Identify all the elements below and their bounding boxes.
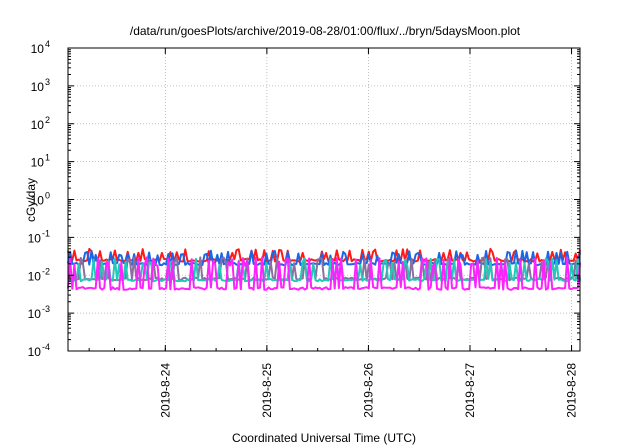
y-tick-label: 103 [31,77,50,94]
chart-title: /data/run/goesPlots/archive/2019-08-28/0… [130,24,521,38]
x-tick-label: 2019-8-28 [565,363,579,418]
y-tick-label: 10-3 [28,304,50,321]
x-axis: 2019-8-24 2019-8-25 2019-8-26 2019-8-27 2019… [88,48,579,418]
y-tick-label: 10-2 [28,266,50,283]
y-tick-label: 104 [31,39,50,56]
y-axis-label: cGy/day [24,178,38,222]
x-tick-label: 2019-8-25 [260,363,274,418]
y-tick-label: 10-1 [28,228,50,245]
grid-lines [68,48,580,351]
x-tick-label: 2019-8-26 [361,363,375,418]
x-axis-label: Coordinated Universal Time (UTC) [232,431,416,445]
y-tick-label: 10-4 [28,342,50,359]
y-tick-label: 102 [31,115,50,132]
series-layer [67,247,581,291]
x-tick-label: 2019-8-27 [463,363,477,418]
x-tick-label: 2019-8-24 [158,363,172,418]
y-tick-label: 101 [31,153,50,170]
series-line-5 [67,256,581,291]
